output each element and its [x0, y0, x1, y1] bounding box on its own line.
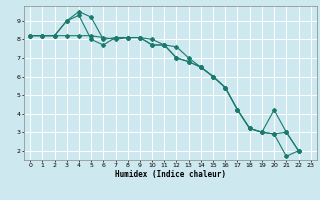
X-axis label: Humidex (Indice chaleur): Humidex (Indice chaleur): [115, 170, 226, 179]
